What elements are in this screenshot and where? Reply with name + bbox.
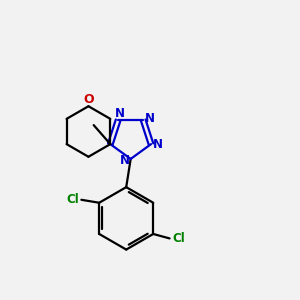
- Text: N: N: [145, 112, 155, 125]
- Text: N: N: [120, 154, 130, 167]
- Text: O: O: [83, 93, 94, 106]
- Text: N: N: [115, 107, 124, 120]
- Text: Cl: Cl: [172, 232, 185, 245]
- Text: Cl: Cl: [66, 193, 79, 206]
- Text: N: N: [153, 138, 163, 151]
